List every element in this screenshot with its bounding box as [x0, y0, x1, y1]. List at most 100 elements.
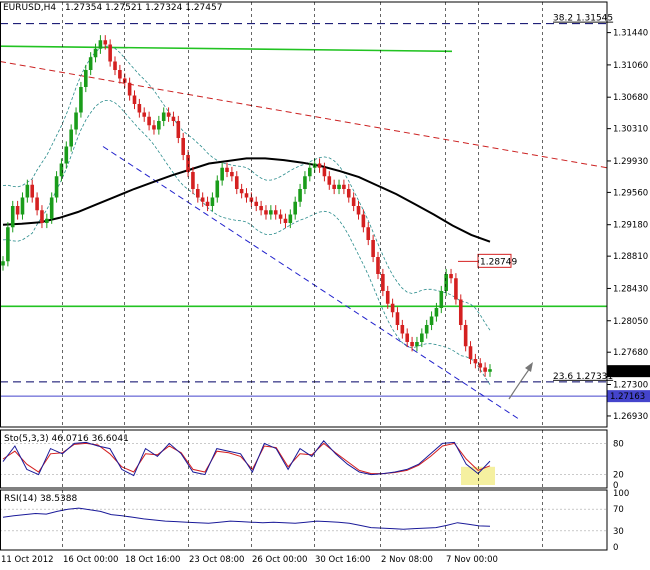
candle-body: [225, 167, 229, 172]
candle-body: [40, 210, 44, 223]
candle-body: [186, 155, 190, 172]
candle-body: [215, 180, 220, 198]
candle-body: [249, 197, 254, 202]
candle-body: [483, 367, 487, 372]
candle-body: [458, 299, 463, 325]
candle-body: [322, 167, 327, 177]
candle-body: [444, 274, 448, 291]
symbol-title: EURUSD,H4: [3, 3, 56, 13]
candle-body: [332, 184, 336, 189]
price-tick-label: 1.26930: [613, 412, 648, 422]
red-trend-line: [0, 61, 608, 169]
time-tick-label: 18 Oct 16:00: [125, 555, 180, 565]
time-tick-label: 26 Oct 00:00: [252, 555, 307, 565]
candle-body: [371, 240, 375, 257]
high-marker-value: 1.28749: [480, 257, 517, 267]
candle-body: [415, 342, 419, 347]
candle-body: [166, 112, 171, 117]
candle-body: [25, 184, 30, 198]
candle-body: [113, 61, 117, 70]
candle-body: [259, 206, 263, 211]
candle-body: [69, 129, 73, 147]
candle-body: [468, 346, 473, 359]
candle-body: [64, 146, 69, 164]
candle-body: [400, 325, 405, 334]
candle-body: [205, 201, 210, 206]
candle-body: [171, 116, 176, 121]
time-tick-label: 2 Nov 08:00: [381, 555, 433, 565]
blue-trend-line: [102, 146, 519, 419]
high-marker-box: [477, 253, 512, 268]
candle-body: [351, 197, 356, 206]
candle-body: [127, 82, 132, 96]
price-tick-label: 1.28050: [613, 317, 648, 327]
price-tick-label: 1.30680: [613, 93, 648, 103]
stoch-level-label: 0: [613, 481, 618, 491]
stoch-level-label: 20: [613, 471, 624, 481]
candle-body: [191, 172, 195, 189]
candle-body: [410, 342, 414, 347]
green-resistance-line: [0, 45, 453, 53]
candle-body: [288, 214, 293, 223]
candle-body: [35, 197, 39, 211]
current-price-label: 1.27457: [610, 367, 645, 377]
candle-body: [473, 359, 478, 364]
rsi-panel: 100 70 30 0: [0, 489, 629, 553]
time-tick-label: 16 Oct 00:00: [63, 555, 118, 565]
candle-body: [49, 197, 54, 219]
rsi-line: [2, 507, 491, 530]
price-frame: [0, 1, 608, 428]
price-panel: 38.2 1.31545 23.6 1.27331 1.28749 1.27457 1.…: [0, 14, 650, 419]
time-tick-label: 30 Oct 16:00: [315, 555, 370, 565]
candle-body: [103, 40, 108, 45]
candle-body: [346, 189, 351, 198]
candle-body: [376, 257, 380, 274]
candle-body: [6, 227, 10, 262]
candle-body: [176, 121, 181, 138]
time-tick-label: 7 Nov 00:00: [446, 555, 498, 565]
price-tick-label: 1.29930: [613, 157, 648, 167]
candle-body: [10, 206, 15, 228]
candle-body: [244, 193, 249, 198]
candle-body: [488, 369, 492, 372]
candle-body: [303, 176, 307, 189]
candle-body: [161, 112, 166, 121]
rsi-level-label: 100: [613, 489, 629, 499]
time-tick-label: 11 Oct 2012: [1, 555, 54, 565]
candle-body: [79, 87, 83, 113]
candle-body: [342, 184, 346, 189]
candle-body: [317, 163, 322, 168]
candle-body: [157, 121, 161, 130]
price-tick-label: 1.27300: [613, 381, 648, 391]
candle-body: [220, 167, 224, 181]
price-tick-label: 1.29560: [613, 188, 648, 198]
price-tick-label: 1.27680: [613, 348, 648, 358]
candle-body: [200, 197, 205, 202]
candle-body: [390, 303, 395, 313]
candle-body: [74, 112, 78, 130]
candle-body: [337, 184, 341, 189]
candle-body: [210, 197, 215, 206]
candle-body: [59, 163, 64, 177]
projection-arrowhead: [525, 362, 533, 372]
candle-body: [98, 40, 103, 49]
price-tick-label: 1.31440: [613, 29, 648, 39]
candle-body: [137, 104, 142, 113]
stoch-frame: [0, 429, 608, 489]
candle-body: [385, 291, 390, 304]
candle-body: [45, 218, 49, 223]
candle-body: [83, 70, 88, 87]
candle-body: [366, 227, 371, 240]
price-tick-label: 1.29180: [613, 221, 648, 231]
candle-body: [142, 112, 147, 117]
stoch-signal-line: [2, 442, 491, 475]
candle-body: [88, 57, 93, 70]
candle-body: [449, 274, 453, 279]
candle-body: [356, 206, 361, 215]
candle-body: [283, 218, 288, 223]
candle-body: [395, 312, 400, 325]
candle-body: [230, 172, 234, 177]
candle-body: [147, 116, 151, 126]
blue-price-label: 1.27163: [610, 392, 645, 402]
